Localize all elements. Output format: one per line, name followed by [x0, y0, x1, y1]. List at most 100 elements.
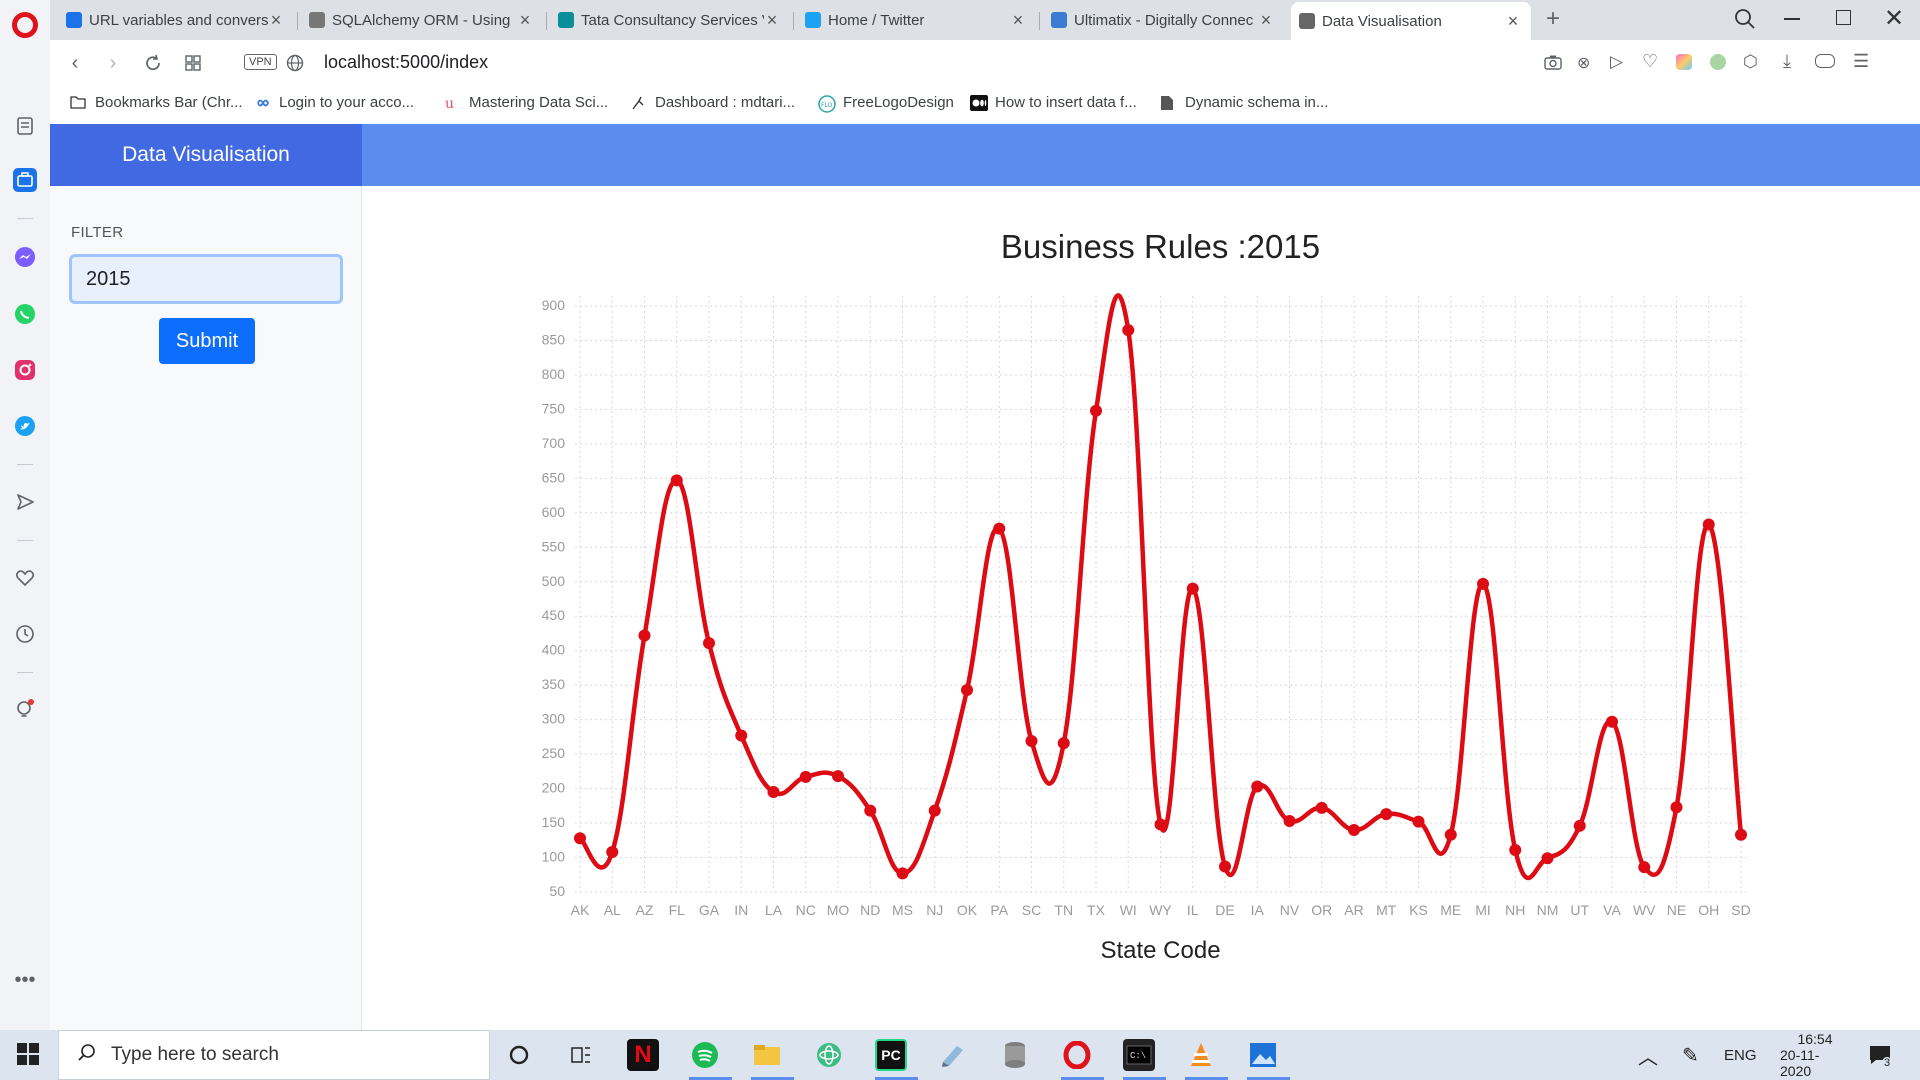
- browser-tab[interactable]: Tata Consultancy Services V ×: [550, 4, 790, 36]
- tab-close-icon[interactable]: ×: [270, 9, 282, 30]
- x-tick-label: WV: [1633, 902, 1656, 918]
- data-point: [1638, 861, 1651, 874]
- minimize-button[interactable]: [1784, 18, 1800, 20]
- bookmark-item[interactable]: How to insert data f...: [970, 94, 1137, 111]
- windows-start-icon[interactable]: [16, 1042, 42, 1068]
- x-tick-label: NJ: [926, 902, 943, 918]
- data-point: [896, 867, 909, 880]
- extensions-box-icon[interactable]: ⬡: [1743, 52, 1758, 71]
- vpn-badge[interactable]: VPN: [244, 54, 277, 70]
- database-icon[interactable]: [999, 1039, 1031, 1071]
- adblock-icon[interactable]: ⊗: [1577, 55, 1591, 72]
- x-tick-label: IN: [734, 902, 748, 918]
- x-tick-label: ME: [1440, 902, 1461, 918]
- bookmark-item[interactable]: Dynamic schema in...: [1160, 94, 1328, 111]
- data-point: [1509, 843, 1522, 856]
- data-point: [1219, 860, 1231, 873]
- submit-button[interactable]: Submit: [159, 318, 255, 364]
- vlc-icon[interactable]: [1185, 1039, 1217, 1071]
- share-icon[interactable]: ▷: [1610, 52, 1624, 71]
- history-icon[interactable]: [13, 622, 37, 646]
- data-point: [1025, 735, 1038, 748]
- easy-setup-icon[interactable]: ☰: [1853, 51, 1870, 71]
- extension-cube-icon[interactable]: [1676, 54, 1692, 70]
- pycharm-icon[interactable]: PC: [875, 1039, 907, 1071]
- svg-text:FLO: FLO: [821, 102, 833, 109]
- x-tick-label: SD: [1731, 902, 1750, 918]
- filter-year-input[interactable]: [69, 254, 343, 304]
- taskbar-search[interactable]: Type here to search: [58, 1030, 490, 1080]
- bookmark-item[interactable]: Login to your acco...: [254, 94, 414, 111]
- spotify-icon[interactable]: [689, 1039, 721, 1071]
- data-point: [1735, 828, 1747, 841]
- twitter-icon[interactable]: [13, 414, 37, 438]
- tray-chevron-icon[interactable]: ︿: [1638, 1046, 1658, 1069]
- opera-taskbar-icon[interactable]: [1061, 1039, 1093, 1071]
- notepad-icon[interactable]: [937, 1039, 969, 1071]
- download-icon[interactable]: ⤓: [1783, 51, 1791, 71]
- bookmark-label: Dynamic schema in...: [1185, 94, 1329, 111]
- instagram-icon[interactable]: [13, 358, 37, 382]
- tab-bar: [50, 0, 1920, 40]
- camera-icon[interactable]: [1544, 54, 1562, 75]
- app-brand[interactable]: Data Visualisation: [50, 124, 362, 186]
- opera-logo-icon[interactable]: [12, 12, 38, 38]
- reload-icon[interactable]: [140, 50, 166, 76]
- browser-tab[interactable]: URL variables and conversi ×: [58, 4, 294, 36]
- bookmark-item[interactable]: Bookmarks Bar (Chr...: [70, 94, 243, 111]
- terminal-icon[interactable]: C:\: [1123, 1039, 1155, 1071]
- data-point: [928, 804, 941, 817]
- new-tab-button[interactable]: +: [1545, 5, 1560, 32]
- send-icon[interactable]: [13, 490, 37, 514]
- tab-close-icon[interactable]: ×: [1260, 9, 1272, 30]
- photos-icon[interactable]: [1247, 1039, 1279, 1071]
- tab-favicon-icon: [309, 12, 325, 28]
- forward-icon[interactable]: ›: [109, 51, 117, 74]
- back-icon[interactable]: ‹: [71, 51, 79, 74]
- data-point: [1444, 828, 1457, 841]
- language-indicator[interactable]: ENG: [1724, 1046, 1757, 1064]
- task-view-icon[interactable]: [565, 1039, 597, 1071]
- heart-icon[interactable]: [13, 566, 37, 590]
- notification-center-icon[interactable]: 3: [1868, 1030, 1893, 1080]
- search-icon: [77, 1043, 97, 1068]
- cortana-icon[interactable]: [503, 1039, 535, 1071]
- tab-close-icon[interactable]: ×: [519, 9, 531, 30]
- tabs-grid-icon[interactable]: [180, 50, 206, 76]
- workspace-icon[interactable]: [13, 168, 37, 192]
- bookmark-heart-icon[interactable]: ♡: [1642, 51, 1659, 71]
- bookmark-item[interactable]: FLO FreeLogoDesign: [818, 94, 954, 113]
- bookmark-item[interactable]: Dashboard : mdtari...: [630, 94, 795, 111]
- messenger-icon[interactable]: [13, 245, 37, 269]
- tab-close-icon[interactable]: ×: [1507, 10, 1519, 31]
- netflix-icon[interactable]: N: [627, 1039, 659, 1071]
- globe-icon[interactable]: [286, 54, 304, 77]
- bookmark-item[interactable]: u Mastering Data Sci...: [444, 94, 608, 112]
- browser-tab[interactable]: Home / Twitter ×: [797, 4, 1036, 36]
- web-page: Data Visualisation FILTER Submit Busines…: [50, 124, 1920, 1030]
- clock[interactable]: 16:54 20-11-2020: [1780, 1030, 1850, 1080]
- url-text[interactable]: localhost:5000/index: [324, 52, 489, 72]
- file-explorer-icon[interactable]: [751, 1039, 783, 1071]
- extension-circle-icon[interactable]: [1710, 54, 1726, 70]
- y-tick-label: 800: [542, 366, 566, 382]
- speed-dial-icon[interactable]: [13, 114, 37, 138]
- whatsapp-icon[interactable]: [13, 302, 37, 326]
- tab-close-icon[interactable]: ×: [1012, 9, 1024, 30]
- browser-tab[interactable]: Data Visualisation ×: [1291, 2, 1531, 40]
- close-window-button[interactable]: ✕: [1884, 5, 1905, 32]
- more-icon[interactable]: •••: [14, 968, 36, 991]
- atom-icon[interactable]: [813, 1039, 845, 1071]
- x-tick-label: LA: [765, 902, 783, 918]
- browser-tab[interactable]: SQLAlchemy ORM - Using ×: [301, 4, 543, 36]
- browser-tab[interactable]: Ultimatix - Digitally Connec ×: [1043, 4, 1284, 36]
- tab-close-icon[interactable]: ×: [766, 9, 778, 30]
- pen-icon[interactable]: ✎: [1682, 1044, 1699, 1067]
- battery-saver-icon[interactable]: [1815, 54, 1835, 68]
- tab-search-icon[interactable]: [1734, 8, 1756, 35]
- data-point: [638, 629, 651, 642]
- clock-date: 20-11-2020: [1780, 1047, 1820, 1079]
- line-chart: Business Rules :2015 50 100 150 200 250 300 350…: [542, 228, 1751, 964]
- restore-button[interactable]: [1836, 10, 1851, 25]
- lightbulb-icon[interactable]: [13, 698, 37, 722]
